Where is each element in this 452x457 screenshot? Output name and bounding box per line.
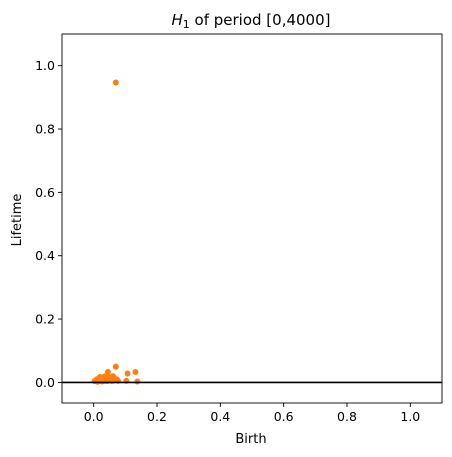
y-tick-label: 0.6 [35, 185, 55, 200]
y-tick-label: 1.0 [35, 58, 55, 73]
data-point [112, 79, 119, 86]
data-point [109, 373, 116, 380]
y-tick-label: 0.4 [35, 248, 55, 263]
data-point [104, 368, 111, 375]
axes: 0.0 0.2 0.4 0.6 0.8 1.0 0.0 0.2 0.4 0.6 0.8 1.0 [35, 33, 443, 424]
plot-frame [61, 33, 443, 404]
x-axis-label: Birth [235, 432, 266, 447]
x-tick-label: 1.0 [400, 409, 420, 424]
chart-title: H1 of period [0,4000] [171, 11, 330, 31]
data-point [99, 374, 106, 381]
data-point [134, 378, 141, 385]
x-tick-label: 0.2 [147, 409, 167, 424]
data-point [112, 363, 119, 370]
data-point [124, 370, 131, 377]
y-tick-label: 0.8 [35, 122, 55, 137]
x-tick-label: 0.4 [210, 409, 230, 424]
x-tick-label: 0.8 [337, 409, 357, 424]
y-tick-label: 0.2 [35, 312, 55, 327]
y-axis-label: Lifetime [10, 194, 25, 247]
data-point [93, 376, 100, 383]
y-tick-label: 0.0 [35, 375, 55, 390]
x-tick-label: 0.0 [84, 409, 104, 424]
plot-area [62, 79, 442, 385]
data-point [132, 368, 139, 375]
x-tick-label: 0.6 [274, 409, 294, 424]
